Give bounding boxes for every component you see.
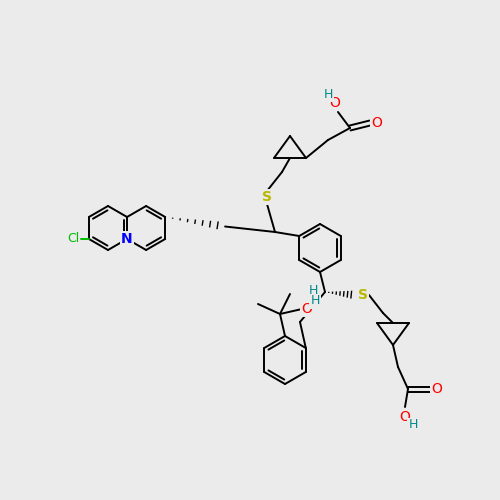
Text: S: S xyxy=(358,288,368,302)
Text: O: O xyxy=(302,302,312,316)
Text: N: N xyxy=(121,232,133,246)
Text: H: H xyxy=(408,418,418,432)
Text: Cl: Cl xyxy=(67,232,79,245)
Text: O: O xyxy=(372,116,382,130)
Text: H: H xyxy=(308,284,318,296)
Text: H: H xyxy=(324,88,332,101)
Text: O: O xyxy=(330,96,340,110)
Text: S: S xyxy=(262,190,272,204)
Text: H: H xyxy=(310,294,320,308)
Text: O: O xyxy=(400,410,410,424)
Text: O: O xyxy=(432,382,442,396)
